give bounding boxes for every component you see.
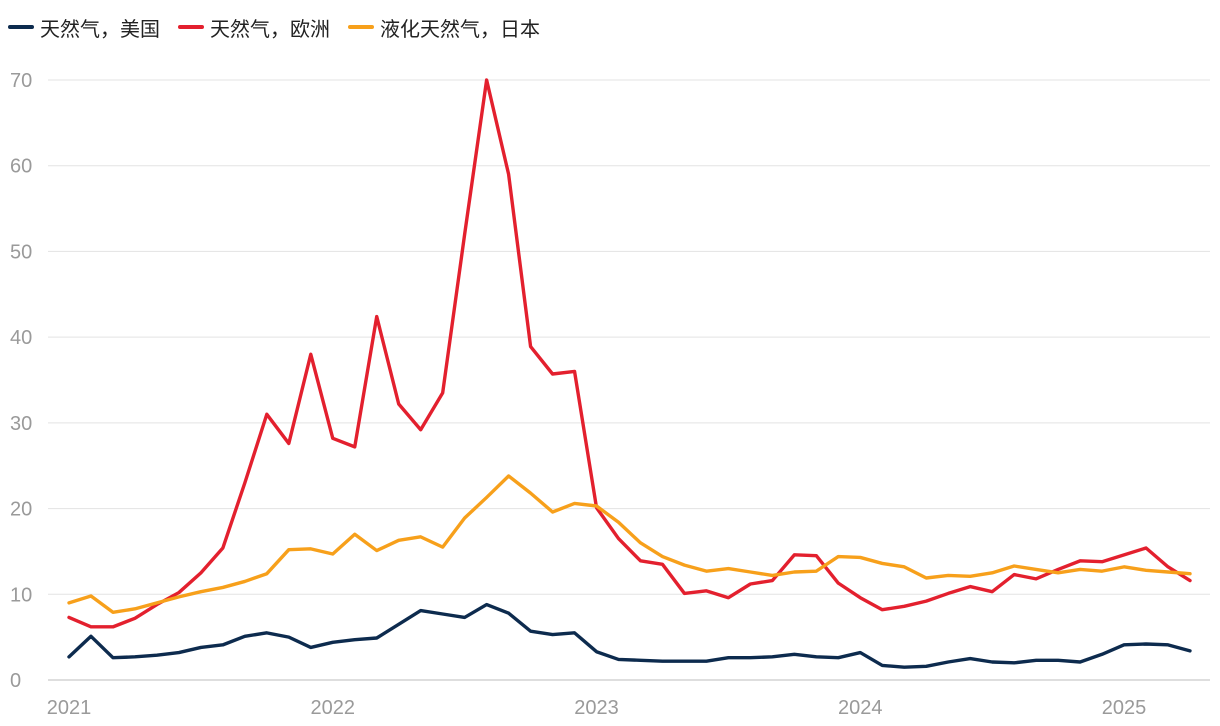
x-tick-label-2021: 2021 xyxy=(47,697,92,719)
y-tick-label-0: 0 xyxy=(10,670,21,692)
legend-swatch-eu-gas xyxy=(178,25,204,29)
series-line-2[interactable] xyxy=(67,474,1192,614)
series-lines xyxy=(67,78,1192,669)
y-tick-label-30: 30 xyxy=(10,413,32,435)
y-tick-label-20: 20 xyxy=(10,499,32,521)
series-line-1[interactable] xyxy=(67,78,1192,629)
gridlines xyxy=(48,79,1210,595)
legend-label-japan-lng: 液化天然气，日本 xyxy=(380,16,540,41)
x-tick-label-2024: 2024 xyxy=(838,697,883,719)
y-tick-label-60: 60 xyxy=(10,156,32,178)
legend-item-us-gas[interactable]: 天然气，美国 xyxy=(8,13,160,42)
y-tick-label-70: 70 xyxy=(10,70,32,92)
series-line-0[interactable] xyxy=(67,602,1192,669)
chart-legend: 天然气，美国 天然气，欧洲 液化天然气，日本 xyxy=(8,12,540,42)
y-tick-label-40: 40 xyxy=(10,327,32,349)
legend-swatch-japan-lng xyxy=(348,25,374,29)
legend-item-japan-lng[interactable]: 液化天然气，日本 xyxy=(348,13,540,42)
y-tick-label-10: 10 xyxy=(10,584,32,606)
legend-label-eu-gas: 天然气，欧洲 xyxy=(210,16,330,41)
x-tick-label-2023: 2023 xyxy=(574,697,619,719)
x-tick-label-2022: 2022 xyxy=(311,697,356,719)
legend-label-us-gas: 天然气，美国 xyxy=(40,16,160,41)
legend-swatch-us-gas xyxy=(8,25,34,29)
x-tick-label-2025: 2025 xyxy=(1102,697,1147,719)
axes: 0 10 20 30 40 50 60 70 2021 2022 2023 2024 2025 xyxy=(10,70,1210,719)
y-tick-label-50: 50 xyxy=(10,241,32,263)
legend-item-eu-gas[interactable]: 天然气，欧洲 xyxy=(178,13,330,42)
